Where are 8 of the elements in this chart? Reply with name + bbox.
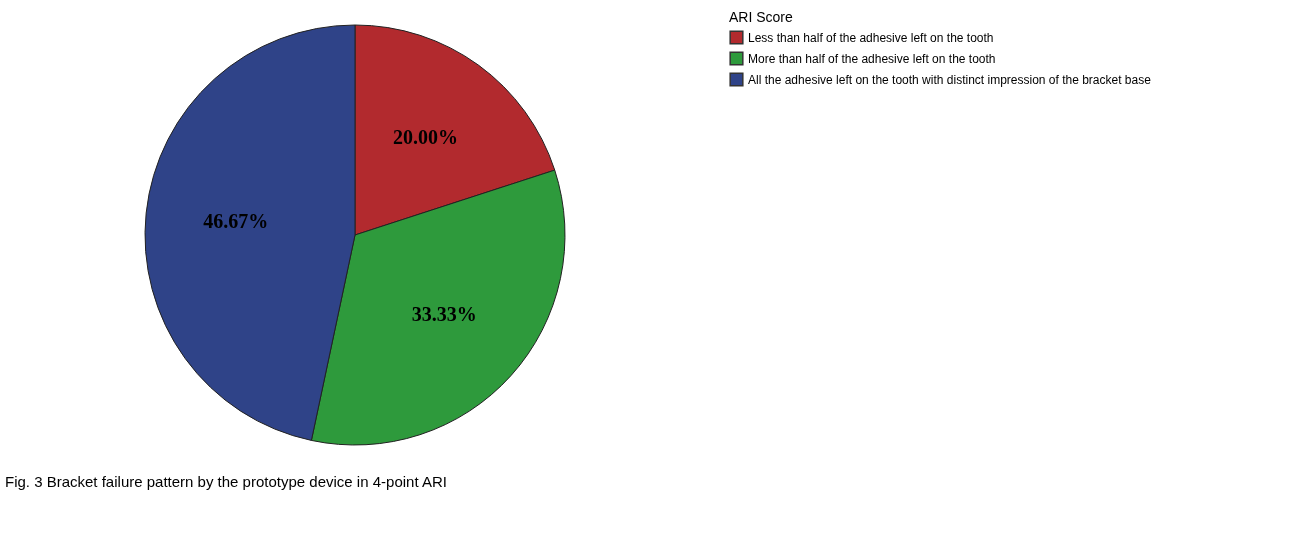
caption: Fig. 3 Bracket failure pattern by the prototype device in 4-point ARI — [5, 473, 447, 490]
legend-label: All the adhesive left on the tooth with distinct impression of the bracket base — [748, 72, 1152, 87]
data-label: 33.33% — [411, 303, 477, 326]
legend-title: ARI Score — [729, 9, 794, 25]
data-label: 20.00% — [393, 125, 459, 148]
legend-label: Less than half of the adhesive left on the tooth — [748, 30, 994, 45]
legend-label: More than half of the adhesive left on the tooth — [748, 51, 996, 66]
data-label: 46.67% — [203, 210, 269, 233]
